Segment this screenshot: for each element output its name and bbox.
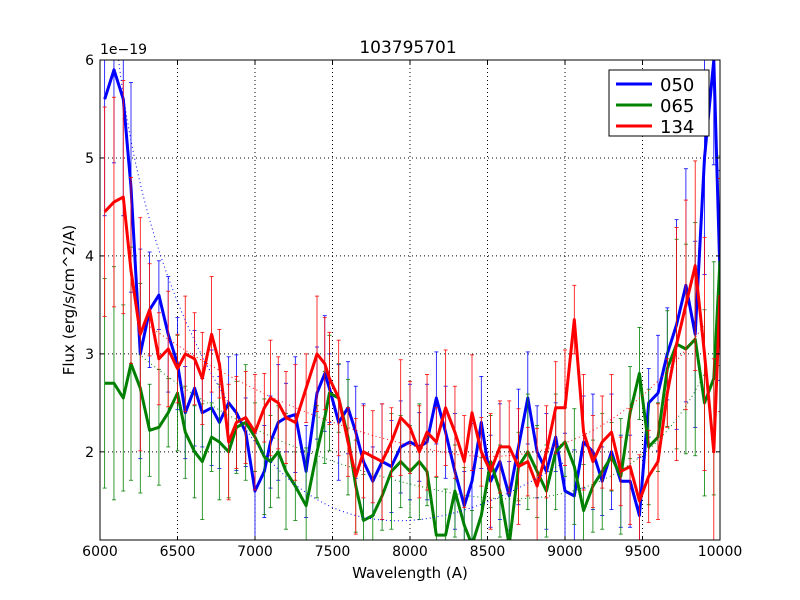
legend-label-065: 065	[660, 96, 694, 117]
y-tick-label: 3	[85, 347, 94, 363]
y-offset-label: 1e−19	[100, 42, 147, 58]
x-tick-label: 8000	[392, 544, 428, 560]
series-line-065	[104, 260, 720, 540]
y-axis-label: Flux (erg/s/cm^2/A)	[60, 225, 78, 376]
x-tick-label: 10000	[698, 544, 743, 560]
x-tick-label: 9500	[625, 544, 661, 560]
y-tick-label: 6	[85, 53, 94, 69]
chart-title: 103795701	[359, 38, 456, 58]
series-line-134	[103, 195, 720, 503]
x-tick-label: 8500	[470, 544, 506, 560]
y-tick-label: 2	[85, 445, 94, 461]
x-tick-label: 9000	[547, 544, 583, 560]
x-tick-label: 6500	[160, 544, 196, 560]
legend-label-050: 050	[660, 75, 694, 96]
x-tick-label: 7500	[315, 544, 351, 560]
x-tick-label: 6000	[82, 544, 118, 560]
series-layer	[102, 60, 720, 540]
x-tick-label: 7000	[237, 544, 273, 560]
y-tick-label: 5	[85, 151, 94, 167]
axis-ticks: 6000 6500 7000 7500 8000 8500 9000 9500 10000 2 3 4…	[82, 53, 742, 560]
series-134	[102, 80, 720, 540]
legend-label-134: 134	[660, 117, 694, 138]
x-axis-label: Wavelength (A)	[352, 564, 468, 582]
y-tick-label: 4	[85, 249, 94, 265]
